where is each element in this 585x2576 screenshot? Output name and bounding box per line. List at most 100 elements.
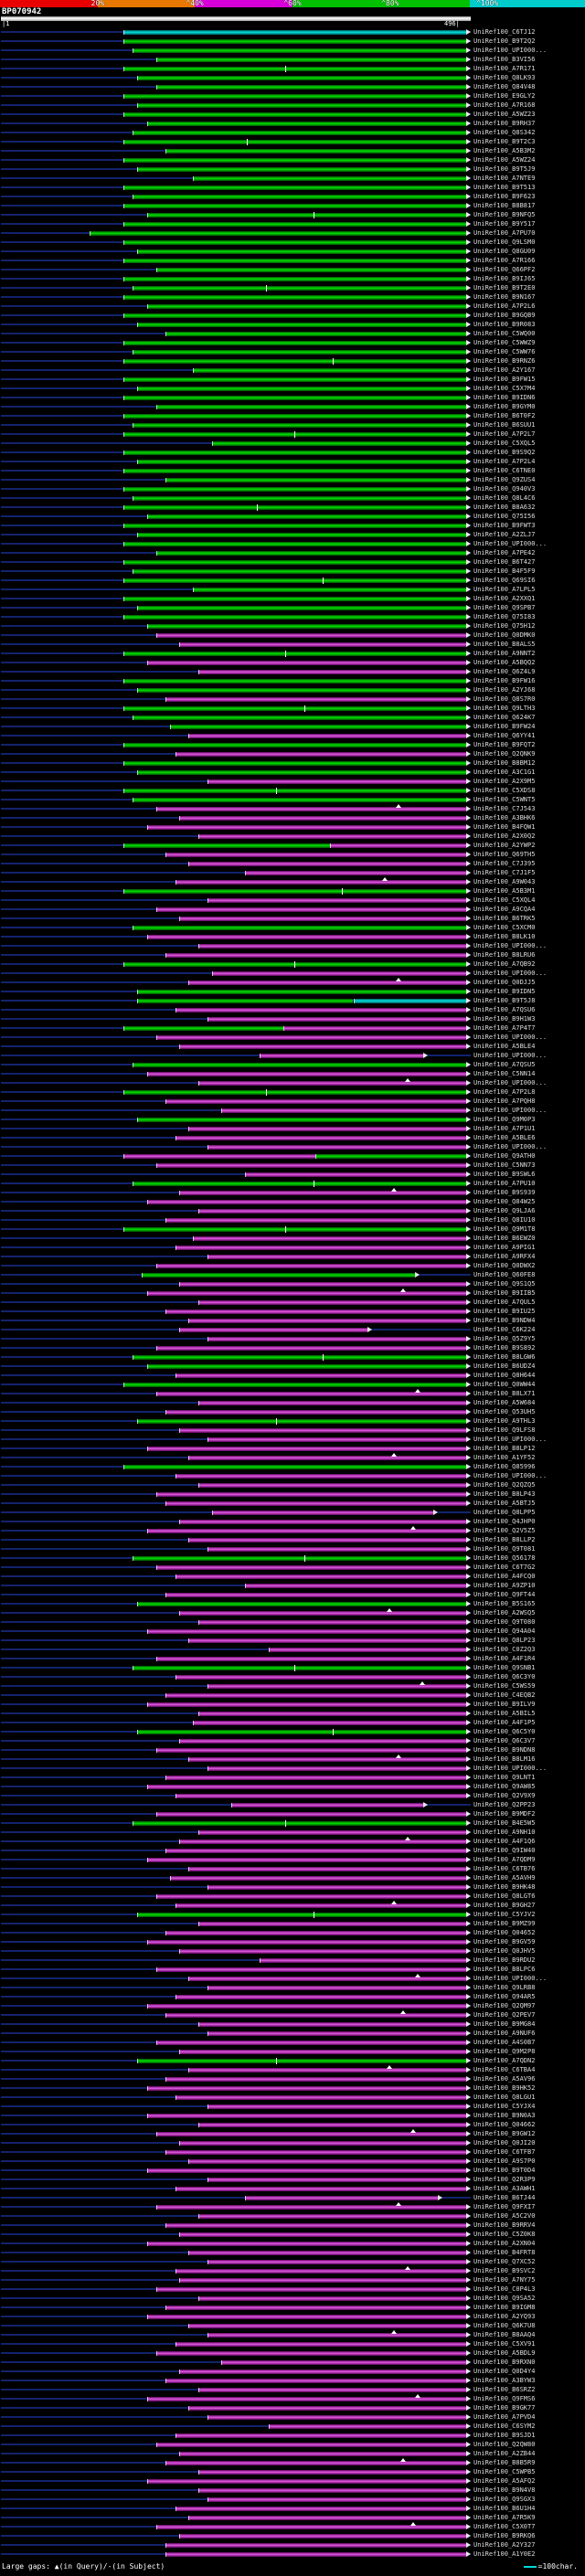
subject-label[interactable]: UniRef100_E9GLY2 (473, 92, 536, 100)
hsp-bar[interactable] (212, 440, 466, 446)
subject-label[interactable]: UniRef100_A7R171 (473, 65, 536, 72)
hsp-bar[interactable] (178, 2533, 466, 2539)
hsp-bar[interactable] (207, 1254, 466, 1259)
subject-label[interactable]: UniRef100_A2X9M5 (473, 778, 536, 785)
subject-label[interactable]: UniRef100_A9W043 (473, 878, 536, 885)
subject-label[interactable]: UniRef100_A9CQA4 (473, 906, 536, 913)
hsp-bar[interactable] (197, 2122, 466, 2127)
subject-label[interactable]: UniRef100_Q2PP23 (473, 1801, 536, 1808)
subject-label[interactable]: UniRef100_B9T0D4 (473, 2167, 536, 2174)
subject-label[interactable]: UniRef100_A7P2L7 (473, 430, 536, 438)
hsp-bar[interactable] (207, 1683, 466, 1689)
subject-label[interactable]: UniRef100_B9GQB9 (473, 312, 536, 319)
hsp-bar[interactable] (155, 1162, 466, 1168)
subject-label[interactable]: UniRef100_B9HK52 (473, 2084, 536, 2092)
subject-label[interactable]: UniRef100_UPI000... (473, 1052, 548, 1059)
hsp-bar[interactable] (165, 2542, 466, 2548)
hsp-bar[interactable] (175, 1793, 466, 1798)
subject-label[interactable]: UniRef100_A9NUF6 (473, 2030, 536, 2037)
hsp-bar[interactable] (197, 1619, 466, 1625)
subject-label[interactable]: UniRef100_Q9SNB1 (473, 1664, 536, 1671)
subject-label[interactable]: UniRef100_A9THL3 (473, 1417, 536, 1425)
hsp-bar[interactable] (197, 2295, 466, 2301)
subject-label[interactable]: UniRef100_B6TJ44 (473, 2194, 536, 2201)
subject-label[interactable]: UniRef100_A3BHK6 (473, 814, 536, 822)
subject-label[interactable]: UniRef100_B9RDU2 (473, 1956, 536, 1964)
hsp-bar[interactable] (155, 2442, 466, 2447)
subject-label[interactable]: UniRef100_Q9LNT1 (473, 1774, 536, 1781)
subject-label[interactable]: UniRef100_B9R083 (473, 321, 536, 328)
hsp-bar[interactable] (175, 1135, 466, 1140)
hsp-bar[interactable] (178, 1948, 466, 1954)
hsp-bar[interactable] (137, 1729, 466, 1734)
hsp-bar[interactable] (178, 1190, 466, 1195)
hsp-bar[interactable] (188, 1126, 466, 1131)
subject-label[interactable]: UniRef100_A7PQH8 (473, 1097, 536, 1105)
subject-label[interactable]: UniRef100_C5WWZ9 (473, 339, 536, 346)
hsp-bar[interactable] (146, 1363, 466, 1369)
subject-label[interactable]: UniRef100_A7R166 (473, 257, 536, 264)
hsp-bar[interactable] (155, 57, 466, 62)
subject-label[interactable]: UniRef100_B9S939 (473, 1189, 536, 1196)
subject-label[interactable]: UniRef100_A7QDN2 (473, 2057, 536, 2064)
subject-label[interactable]: UniRef100_UPI000... (473, 970, 548, 977)
subject-label[interactable]: UniRef100_C5XDS8 (473, 787, 536, 794)
subject-label[interactable]: UniRef100_A2XN04 (473, 2240, 536, 2247)
hsp-bar[interactable] (245, 1583, 466, 1588)
hsp-bar[interactable] (155, 2524, 466, 2529)
subject-label[interactable]: UniRef100_B9FQT2 (473, 741, 536, 748)
subject-label[interactable]: UniRef100_C5WNT5 (473, 796, 536, 803)
subject-label[interactable]: UniRef100_Q8L4C6 (473, 494, 536, 502)
hsp-bar[interactable] (165, 1692, 466, 1698)
subject-label[interactable]: UniRef100_A9S7P0 (473, 2157, 536, 2165)
subject-label[interactable]: UniRef100_Q2R3P9 (473, 2176, 536, 2183)
hsp-bar[interactable] (142, 1272, 415, 1277)
hsp-bar[interactable] (188, 2250, 466, 2255)
hsp-bar[interactable] (207, 2259, 466, 2264)
subject-label[interactable]: UniRef100_A9NH10 (473, 1829, 536, 1836)
hsp-bar[interactable] (175, 1007, 466, 1012)
hsp-bar[interactable] (197, 669, 466, 674)
hsp-bar[interactable] (175, 2341, 466, 2347)
subject-label[interactable]: UniRef100_A5AFQ2 (473, 2477, 536, 2485)
subject-label[interactable]: UniRef100_Q9LRB8 (473, 1984, 536, 1991)
hsp-bar[interactable] (155, 404, 466, 409)
subject-label[interactable]: UniRef100_A4S0B7 (473, 2039, 536, 2046)
hsp-bar[interactable] (122, 760, 466, 766)
hsp-bar[interactable] (178, 2231, 466, 2237)
hsp-bar[interactable] (175, 2506, 466, 2511)
hsp-bar[interactable] (197, 2487, 466, 2493)
hsp-bar[interactable] (146, 303, 466, 309)
hsp-bar[interactable] (122, 888, 466, 894)
subject-label[interactable]: UniRef100_A5W684 (473, 1399, 536, 1406)
subject-label[interactable]: UniRef100_A5AVH9 (473, 1874, 536, 1882)
subject-label[interactable]: UniRef100_Q6C5Y0 (473, 1728, 536, 1735)
subject-label[interactable]: UniRef100_Q8LGU1 (473, 2094, 536, 2101)
subject-label[interactable]: UniRef100_Q624K7 (473, 714, 536, 721)
subject-label[interactable]: UniRef100_Q94A04 (473, 1627, 536, 1635)
subject-label[interactable]: UniRef100_Q9M1T8 (473, 1225, 536, 1233)
subject-label[interactable]: UniRef100_A7NY75 (473, 2276, 536, 2284)
hsp-bar[interactable] (207, 897, 466, 903)
subject-label[interactable]: UniRef100_A5BLE4 (473, 1043, 536, 1050)
hsp-bar[interactable] (178, 2049, 466, 2054)
hsp-bar[interactable] (122, 504, 466, 510)
hsp-bar[interactable] (122, 559, 466, 565)
hsp-bar[interactable] (122, 468, 466, 473)
subject-label[interactable]: UniRef100_Q9FXI7 (473, 2203, 536, 2210)
hsp-bar[interactable] (122, 1153, 316, 1159)
subject-label[interactable]: UniRef100_A3BYW3 (473, 2377, 536, 2384)
subject-label[interactable]: UniRef100_B9H1W3 (473, 1015, 536, 1023)
hsp-bar[interactable] (197, 1208, 466, 1214)
subject-label[interactable]: UniRef100_Q9LSM0 (473, 239, 536, 246)
subject-label[interactable]: UniRef100_A7PE42 (473, 549, 536, 557)
subject-label[interactable]: UniRef100_C5XV91 (473, 2340, 536, 2348)
hsp-bar[interactable] (155, 1811, 466, 1817)
subject-label[interactable]: UniRef100_B9T513 (473, 184, 536, 191)
hsp-bar[interactable] (188, 1976, 466, 1981)
hsp-bar[interactable] (175, 1574, 466, 1579)
subject-label[interactable]: UniRef100_A2ZB44 (473, 2450, 536, 2457)
hsp-bar[interactable] (197, 1829, 466, 1835)
hsp-bar[interactable] (165, 852, 466, 857)
subject-label[interactable]: UniRef100_B9NDW4 (473, 1317, 536, 1324)
